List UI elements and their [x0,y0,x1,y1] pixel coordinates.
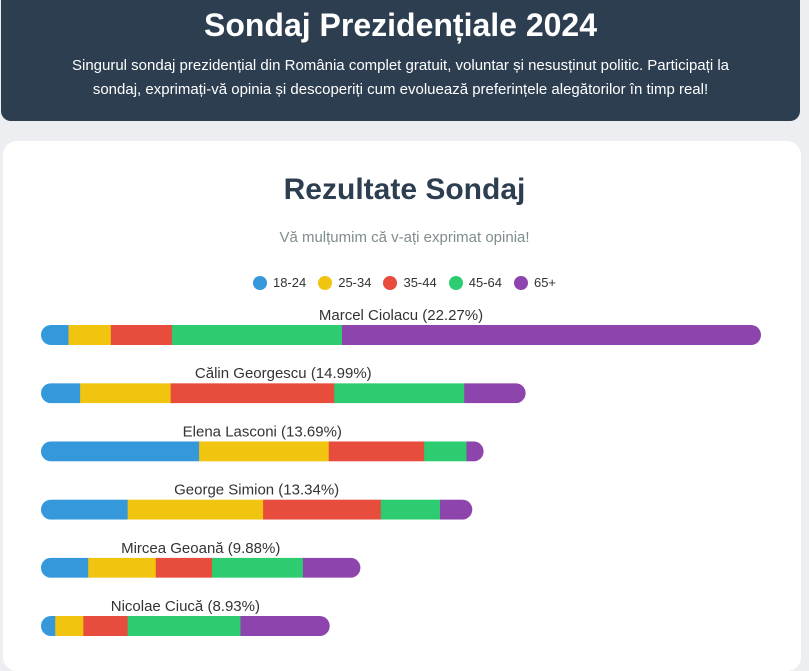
legend-dot-65-plus [513,275,528,290]
legend-dot-35-44 [383,275,398,290]
bar-segment-45-64 [171,325,343,345]
thank-you-message: Vă mulțumim că v-ați exprimat opinia! [279,229,530,246]
results-title: Rezultate Sondaj [283,173,526,206]
bar-segment-65-plus [240,616,330,636]
bar-segment-65-plus [341,325,761,345]
bar-row [41,557,361,578]
bar-segment-18-24 [41,616,56,636]
candidate-label: Mircea Geoană (9.88%) [121,540,280,557]
bar-segment-65-plus [464,383,526,404]
bar-segment-25-34 [199,441,330,462]
legend-item-65-plus: 65+ [513,275,557,290]
legend-dot-45-64 [448,275,463,290]
bar-segment-45-64 [334,383,465,404]
page-header: Sondaj Prezidențiale 2024 Singurul sonda… [1,0,800,121]
candidate-label: Călin Georgescu (14.99%) [195,365,372,382]
bar-segment-65-plus [466,441,484,462]
bar-segment-18-24 [41,325,69,345]
bar-segment-45-64 [212,557,304,578]
candidate-label: George Simion (13.34%) [174,482,339,499]
legend-label-65-plus: 65+ [533,275,557,290]
bar-segment-35-44 [83,616,129,636]
bar-segment-35-44 [263,499,382,520]
legend-dot-18-24 [252,275,267,290]
bar-segment-45-64 [127,616,241,636]
bar-row [41,616,330,636]
legend-item-25-34: 25-34 [318,275,371,290]
results-card [3,141,801,671]
bar-segment-35-44 [328,441,425,462]
page-subtitle: Singurul sondaj prezidențial din România… [71,57,729,98]
bar-row [41,499,473,520]
legend-label-45-64: 45-64 [468,275,502,290]
bar-segment-25-34 [88,557,157,578]
candidate-label: Elena Lasconi (13.69%) [183,423,342,440]
legend-item-45-64: 45-64 [448,275,502,290]
bar-segment-45-64 [424,441,467,462]
bar-segment-18-24 [41,499,129,520]
legend-item-35-44: 35-44 [383,275,437,290]
page-title: Sondaj Prezidențiale 2024 [203,7,598,43]
stacked-bar-chart: Marcel Ciolacu (22.27%) Călin Georgescu (… [41,307,761,636]
bar-segment-25-34 [80,383,172,404]
bar-segment-35-44 [155,557,213,578]
bar-segment-35-44 [110,325,173,345]
bar-segment-18-24 [41,441,200,462]
bar-segment-25-34 [55,616,84,636]
bar-segment-45-64 [380,499,441,520]
candidate-label: Nicolae Ciucă (8.93%) [111,598,260,615]
bar-row [41,441,484,462]
bar-segment-18-24 [41,383,81,404]
legend-dot-25-34 [318,275,333,290]
bar-row [41,325,761,345]
legend-label-35-44: 35-44 [403,275,437,290]
bar-segment-25-34 [68,325,112,345]
bar-row [41,383,526,404]
bar-segment-25-34 [127,499,264,520]
bar-segment-65-plus [439,499,473,520]
legend-label-18-24: 18-24 [272,275,307,290]
bar-segment-65-plus [302,557,361,578]
chart-legend: 18-24 25-34 35-44 45-64 65+ [0,275,809,290]
bar-segment-18-24 [41,557,89,578]
candidate-label: Marcel Ciolacu (22.27%) [319,307,483,324]
bar-segment-35-44 [170,383,335,404]
legend-label-25-34: 25-34 [338,275,372,290]
legend-item-18-24: 18-24 [252,275,307,290]
